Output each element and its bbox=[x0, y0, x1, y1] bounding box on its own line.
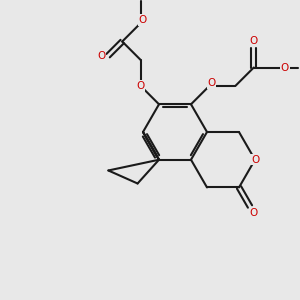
Text: O: O bbox=[97, 51, 105, 61]
Text: O: O bbox=[280, 62, 289, 73]
Text: O: O bbox=[250, 35, 258, 46]
Text: O: O bbox=[139, 15, 147, 25]
Text: O: O bbox=[250, 208, 258, 218]
Text: O: O bbox=[251, 155, 259, 165]
Text: O: O bbox=[136, 81, 145, 91]
Text: O: O bbox=[207, 78, 215, 88]
